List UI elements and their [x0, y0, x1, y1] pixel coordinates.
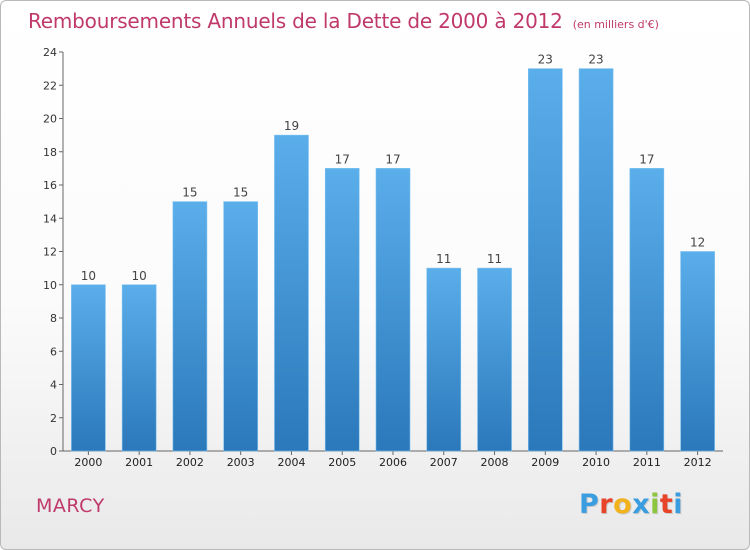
- x-tick-label: 2010: [582, 456, 610, 469]
- chart-labels: 10 2000 10 2001 15 2002 15 2003 19 2004 17 2005 17 20…: [74, 53, 711, 469]
- y-tick-label: 12: [43, 246, 57, 259]
- proxiti-logo[interactable]: Proxiti: [579, 489, 683, 520]
- bar: [578, 68, 614, 452]
- y-tick-label: 20: [43, 113, 57, 126]
- logo-letter: P: [579, 489, 600, 520]
- x-tick-label: 2000: [74, 456, 102, 469]
- bar-value-label: 23: [538, 53, 553, 67]
- bar: [121, 284, 157, 452]
- bar-value-label: 11: [436, 252, 451, 266]
- bar: [223, 201, 258, 452]
- bar: [680, 251, 715, 452]
- y-tick-label: 24: [43, 46, 57, 59]
- bar: [426, 267, 462, 452]
- commune-name: MARCY: [36, 495, 105, 517]
- bar: [274, 134, 309, 452]
- y-tick-label: 0: [50, 445, 57, 458]
- x-tick-label: 2003: [227, 456, 255, 469]
- chart-title-block: Remboursements Annuels de la Dette de 20…: [28, 9, 659, 33]
- bar: [629, 168, 665, 452]
- bar-value-label: 10: [132, 269, 147, 283]
- bar: [375, 168, 411, 452]
- chart-title: Remboursements Annuels de la Dette de 20…: [28, 9, 563, 33]
- bar-value-label: 10: [81, 269, 96, 283]
- y-tick-label: 4: [50, 379, 57, 392]
- x-tick-label: 2008: [481, 456, 509, 469]
- bar-value-label: 15: [182, 186, 197, 200]
- x-tick-label: 2011: [633, 456, 661, 469]
- bar-value-label: 17: [385, 152, 400, 166]
- bar: [528, 68, 563, 452]
- bar: [71, 284, 106, 452]
- y-tick-label: 2: [50, 412, 57, 425]
- y-tick-label: 22: [43, 79, 57, 92]
- y-tick-label: 16: [43, 179, 57, 192]
- logo-letter: o: [613, 489, 633, 520]
- x-tick-label: 2004: [277, 456, 305, 469]
- x-tick-label: 2002: [176, 456, 204, 469]
- bar: [477, 267, 512, 452]
- logo-letter: t: [659, 489, 674, 520]
- chart-bars: [71, 68, 715, 452]
- y-tick-label: 8: [50, 312, 57, 325]
- bar-value-label: 12: [690, 236, 705, 250]
- x-tick-label: 2001: [125, 456, 153, 469]
- bar-value-label: 19: [284, 119, 299, 133]
- chart-unit: (en milliers d'€): [572, 18, 659, 31]
- y-tick-label: 6: [50, 345, 57, 358]
- bar-value-label: 23: [588, 53, 603, 67]
- bar-value-label: 15: [233, 186, 248, 200]
- logo-letter: r: [599, 489, 614, 520]
- logo-letter: x: [632, 489, 651, 520]
- x-tick-label: 2007: [430, 456, 458, 469]
- bar: [324, 168, 360, 452]
- x-tick-label: 2009: [531, 456, 559, 469]
- x-tick-label: 2005: [328, 456, 356, 469]
- logo-letter: i: [673, 489, 684, 520]
- x-tick-label: 2012: [684, 456, 712, 469]
- bar: [172, 201, 208, 452]
- bar-value-label: 17: [639, 152, 654, 166]
- bar-value-label: 11: [487, 252, 502, 266]
- bar-value-label: 17: [335, 152, 350, 166]
- y-tick-label: 14: [43, 212, 57, 225]
- x-tick-label: 2006: [379, 456, 407, 469]
- y-tick-label: 10: [43, 279, 57, 292]
- y-tick-label: 18: [43, 146, 57, 159]
- logo-letter: i: [650, 489, 660, 520]
